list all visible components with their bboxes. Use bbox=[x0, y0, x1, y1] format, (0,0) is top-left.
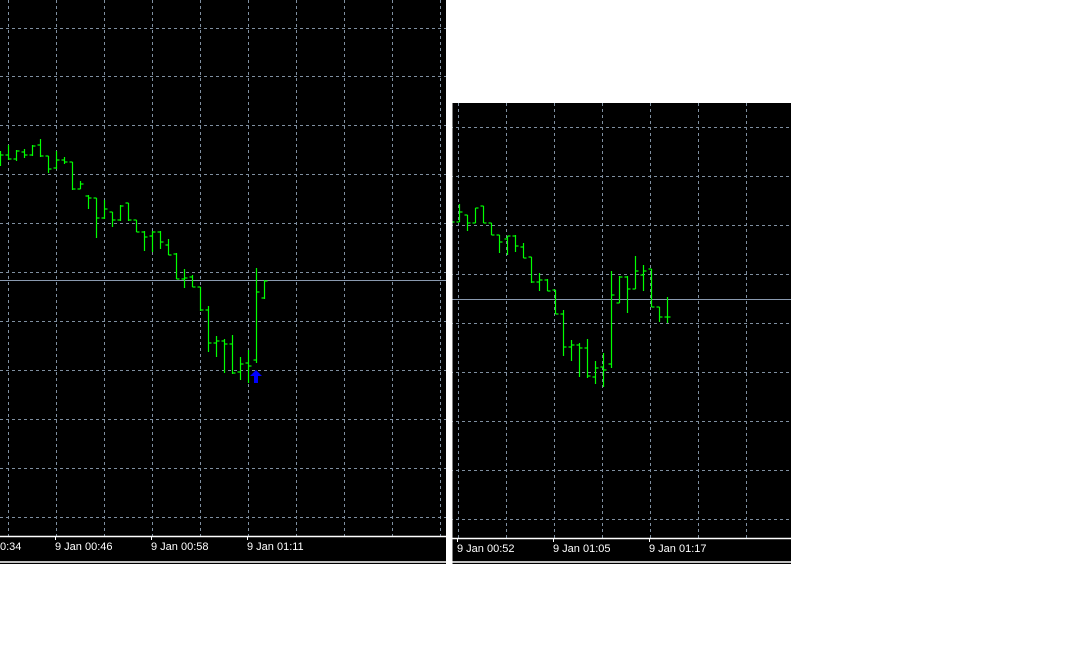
ohlc-bar bbox=[221, 339, 228, 373]
ohlc-bar bbox=[53, 151, 60, 169]
ohlc-bar bbox=[608, 271, 615, 368]
ohlc-bar bbox=[5, 145, 12, 160]
ohlc-bar bbox=[592, 361, 599, 384]
time-label: 9 Jan 01:05 bbox=[553, 543, 611, 555]
ohlc-bar bbox=[69, 161, 76, 190]
ohlc-bar bbox=[0, 151, 4, 166]
ohlc-bar bbox=[229, 335, 236, 374]
ohlc-bar bbox=[141, 231, 148, 251]
ohlc-bar bbox=[472, 207, 479, 224]
time-label: 9 Jan 01:11 bbox=[247, 541, 304, 553]
price-chart-left[interactable]: 0:34 9 Jan 00:46 9 Jan 00:58 9 Jan 01:11 bbox=[0, 0, 446, 564]
ohlc-bar bbox=[464, 214, 471, 231]
ohlc-bar bbox=[640, 265, 647, 291]
ohlc-bar bbox=[117, 205, 124, 221]
buy-arrow-icon bbox=[250, 370, 262, 383]
ohlc-bar bbox=[149, 231, 156, 252]
ohlc-bar bbox=[109, 211, 116, 227]
ohlc-bar bbox=[512, 235, 519, 252]
ohlc-bar bbox=[125, 202, 132, 221]
ohlc-bar bbox=[61, 157, 68, 164]
ohlc-bar bbox=[205, 306, 212, 352]
ohlc-bar bbox=[528, 256, 535, 283]
ohlc-bar bbox=[261, 280, 268, 299]
ohlc-bar bbox=[552, 289, 559, 315]
ohlc-bar bbox=[93, 197, 100, 238]
ohlc-bar bbox=[101, 200, 108, 219]
ohlc-bar bbox=[560, 310, 567, 356]
ohlc-bar bbox=[13, 150, 20, 161]
ohlc-bar bbox=[536, 273, 543, 291]
ohlc-bar bbox=[29, 145, 36, 156]
ohlc-bar bbox=[456, 204, 463, 223]
ohlc-bar bbox=[77, 181, 84, 190]
chart-canvas-right[interactable] bbox=[450, 103, 791, 564]
ohlc-bar bbox=[656, 306, 663, 322]
ohlc-bar bbox=[45, 155, 52, 173]
time-label: 9 Jan 00:52 bbox=[457, 543, 515, 555]
ohlc-bar bbox=[165, 239, 172, 256]
ohlc-bar bbox=[37, 139, 44, 157]
ohlc-bar bbox=[85, 195, 92, 209]
ohlc-bar bbox=[632, 256, 639, 290]
ohlc-bar bbox=[616, 276, 623, 304]
ohlc-bar bbox=[480, 205, 487, 224]
ohlc-bar bbox=[157, 231, 164, 249]
time-label: 0:34 bbox=[0, 541, 22, 553]
ohlc-bar bbox=[600, 353, 607, 387]
ohlc-bar bbox=[664, 297, 671, 323]
time-label: 9 Jan 00:46 bbox=[55, 541, 113, 553]
ohlc-bar bbox=[488, 222, 495, 236]
time-label: 9 Jan 01:17 bbox=[649, 543, 707, 555]
ohlc-bar bbox=[237, 357, 244, 380]
chart-canvas-left[interactable] bbox=[0, 0, 446, 564]
ohlc-bar bbox=[648, 268, 655, 308]
ohlc-bar bbox=[624, 276, 631, 313]
ohlc-bar bbox=[189, 275, 196, 288]
ohlc-bar bbox=[133, 219, 140, 233]
ohlc-bar bbox=[544, 279, 551, 292]
ohlc-bar bbox=[576, 343, 583, 377]
price-chart-right[interactable]: 9 Jan 00:52 9 Jan 01:05 9 Jan 01:17 bbox=[450, 103, 791, 564]
ohlc-bar bbox=[253, 268, 260, 363]
ohlc-bar bbox=[213, 336, 220, 357]
time-label: 9 Jan 00:58 bbox=[151, 541, 209, 553]
ohlc-bar bbox=[504, 235, 511, 255]
ohlc-bar bbox=[21, 149, 28, 158]
ohlc-bar bbox=[245, 350, 252, 383]
ohlc-bar bbox=[197, 286, 204, 311]
ohlc-bar bbox=[181, 269, 188, 288]
ohlc-bar bbox=[496, 234, 503, 253]
ohlc-bar bbox=[584, 339, 591, 378]
ohlc-bar bbox=[173, 253, 180, 280]
ohlc-bar bbox=[568, 340, 575, 361]
ohlc-bar bbox=[520, 243, 527, 259]
